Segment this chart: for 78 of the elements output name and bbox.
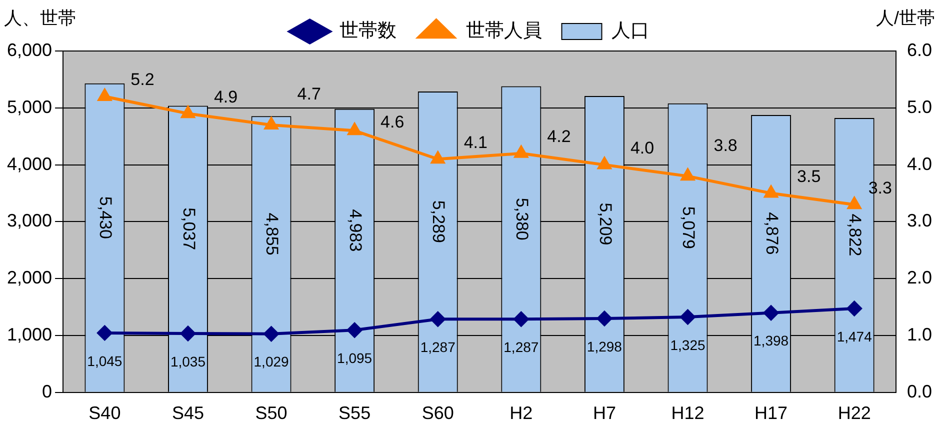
y2-tick-label: 2.0	[906, 268, 932, 288]
y-tick-label: 3,000	[6, 210, 52, 231]
point	[764, 186, 778, 198]
point	[764, 305, 779, 320]
point	[180, 326, 196, 342]
data-label: 4,822	[846, 214, 865, 256]
y-tick-label: 4,000	[6, 154, 52, 174]
point	[348, 123, 362, 136]
legend-label: 世帯人員	[466, 20, 542, 42]
data-label: 1,325	[670, 336, 706, 353]
data-label: 4.1	[464, 132, 488, 152]
data-label: 5,037	[179, 208, 198, 250]
data-label: 1,398	[754, 332, 789, 349]
point	[431, 152, 445, 164]
point	[430, 312, 446, 327]
point	[181, 106, 195, 118]
point	[848, 197, 862, 210]
y2-tick-label: 6.0	[906, 40, 932, 60]
point	[680, 310, 696, 325]
data-label: 4.6	[380, 112, 404, 132]
data-label: 3.8	[714, 136, 738, 155]
data-label: 5,380	[512, 198, 532, 240]
data-label: 1,287	[504, 339, 539, 356]
x-tick-label: S40	[88, 403, 121, 424]
point	[514, 312, 529, 327]
y-tick-label: 1,000	[6, 324, 52, 344]
data-label: 4.7	[297, 84, 321, 104]
data-label: 4,855	[262, 212, 282, 256]
x-tick-label: S45	[172, 403, 204, 424]
y-axis-title: 人、世帯	[4, 8, 76, 28]
legend-label: 人口	[611, 20, 650, 42]
y2-tick-label: 0.0	[906, 381, 932, 402]
point	[846, 301, 862, 316]
data-label: 1,298	[586, 338, 622, 354]
point	[596, 311, 612, 326]
data-label: 4,983	[346, 209, 365, 252]
point	[514, 146, 528, 158]
point	[347, 322, 362, 338]
data-label: 1,287	[420, 339, 456, 356]
point	[264, 117, 278, 130]
y-tick-label: 6,000	[6, 40, 52, 60]
data-label: 4,876	[762, 212, 782, 255]
data-label: 5,209	[596, 202, 615, 246]
x-tick-label: S50	[255, 403, 288, 424]
x-tick-label: H7	[592, 403, 616, 424]
data-label: 1,035	[170, 353, 206, 370]
data-label: 1,045	[87, 352, 122, 369]
legend-label: 世帯数	[339, 20, 396, 42]
data-label: 5,079	[679, 206, 698, 249]
point	[97, 325, 112, 340]
point	[598, 157, 612, 170]
data-label: 4.9	[214, 87, 238, 106]
data-label: 1,474	[836, 328, 872, 344]
point	[98, 89, 112, 102]
data-label: 3.5	[797, 166, 821, 186]
y-tick-label: 2,000	[6, 268, 52, 288]
data-label: 5,289	[429, 200, 448, 243]
x-tick-label: S55	[338, 403, 371, 424]
y2-tick-label: 5.0	[906, 96, 932, 117]
x-tick-label: S60	[422, 403, 454, 424]
point	[264, 326, 279, 342]
point	[681, 168, 694, 181]
x-tick-label: H2	[510, 403, 533, 424]
data-label: 1,029	[254, 354, 289, 370]
y2-tick-label: 4.0	[906, 154, 932, 174]
data-label: 4.0	[630, 138, 654, 158]
x-tick-label: H12	[671, 403, 704, 424]
y-tick-label: 0	[42, 381, 52, 402]
data-label: 4.2	[547, 127, 571, 146]
data-label: 1,095	[337, 350, 372, 366]
x-tick-label: H22	[838, 403, 871, 424]
data-label: 5,430	[96, 196, 116, 239]
x-tick-label: H17	[754, 403, 788, 424]
data-label: 5.2	[130, 70, 154, 90]
y2-tick-label: 3.0	[906, 210, 932, 231]
y2-tick-label: 1.0	[906, 324, 932, 344]
y-tick-label: 5,000	[6, 96, 52, 117]
y2-axis-title: 人/世帯	[876, 8, 935, 28]
